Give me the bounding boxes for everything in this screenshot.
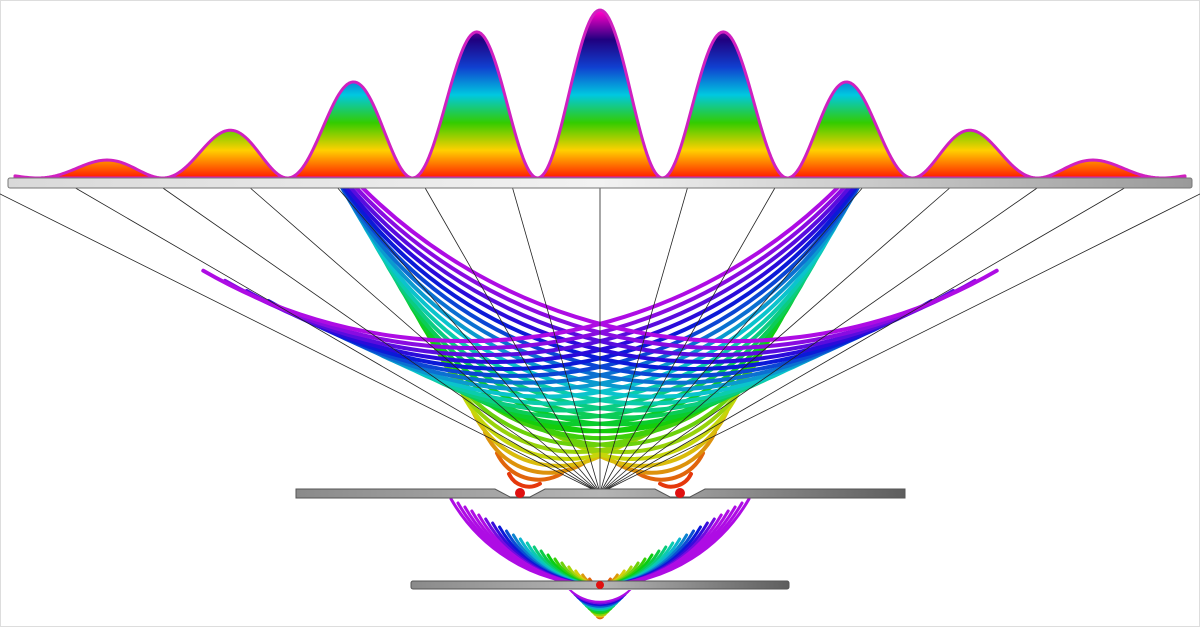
ray (599, 185, 865, 494)
wavefront (574, 569, 626, 582)
ray (335, 185, 601, 494)
wavefront (532, 545, 668, 582)
ray (423, 185, 601, 494)
wavefront (636, 451, 705, 482)
wavefront (491, 521, 709, 582)
interference-pattern (13, 8, 1187, 180)
ray (599, 185, 953, 494)
wavefront (456, 501, 744, 582)
wavefront (462, 284, 801, 427)
ray (599, 185, 777, 494)
ray (71, 185, 601, 494)
wavefront (568, 590, 632, 603)
wavefront (592, 409, 729, 468)
ray (599, 185, 1129, 494)
wavefront (201, 186, 843, 344)
wavefront (495, 451, 564, 482)
ray (599, 185, 1041, 494)
wavefront (223, 186, 849, 351)
wavefront (351, 186, 977, 351)
wavefront (546, 553, 654, 582)
slit-source (675, 488, 685, 498)
wavefront (477, 513, 723, 582)
wavefront (658, 471, 693, 489)
ray (247, 185, 601, 494)
wavefront (244, 186, 854, 358)
wavefront (525, 541, 675, 582)
wavefront (470, 509, 730, 582)
wavefront (504, 529, 696, 582)
wavefront (567, 565, 633, 582)
wavefront (399, 284, 738, 427)
ray (599, 193, 1200, 494)
slit-source (596, 581, 604, 589)
ray (159, 185, 601, 494)
wavefront (553, 557, 647, 582)
wavefront (484, 517, 716, 582)
wavefront (581, 573, 619, 582)
intensity-curve (13, 8, 1187, 180)
wavefront (463, 505, 737, 582)
wavefront (471, 409, 608, 468)
wavefront (511, 533, 689, 582)
double-slit-barrier (295, 488, 906, 499)
ray (511, 185, 601, 494)
rays (0, 185, 1200, 494)
ray (599, 185, 689, 494)
single-slit-waves (449, 498, 751, 582)
wavefront (507, 471, 542, 489)
wavefronts (201, 186, 999, 489)
screen (7, 177, 1193, 189)
wavefront (614, 430, 717, 475)
wavefront (357, 186, 999, 344)
wavefront (449, 498, 751, 582)
slit-source (515, 488, 525, 498)
source-waves (568, 590, 632, 620)
wavefront (518, 537, 682, 582)
wavefront (498, 525, 702, 582)
wavefront (560, 561, 640, 582)
wavefront (483, 430, 586, 475)
wavefront (539, 549, 661, 582)
ray (0, 193, 601, 494)
wavefront (346, 186, 956, 358)
